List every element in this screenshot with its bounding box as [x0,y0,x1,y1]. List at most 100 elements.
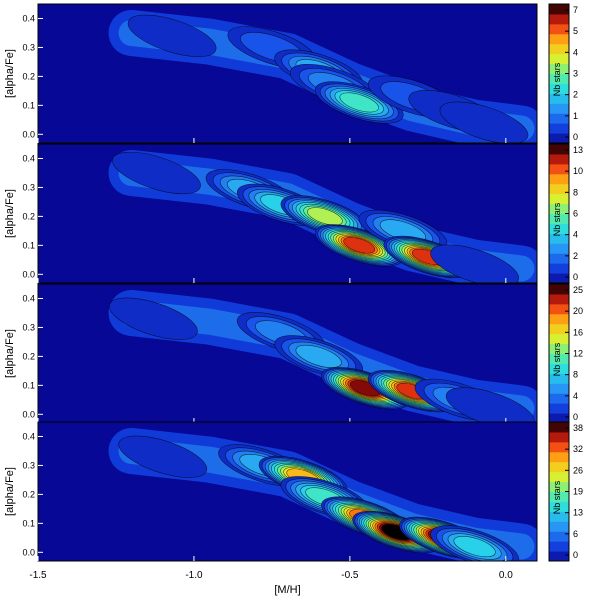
colorbar-tick-label: 12 [573,349,583,359]
colorbar-segment [549,413,569,424]
panel-frame [37,143,538,284]
colorbar-label: Nb stars [552,480,562,514]
colorbar-segment [549,13,569,25]
colorbar-segment [549,284,569,295]
density-contour [109,297,198,340]
colorbar-segment [549,293,569,305]
colorbar-tick-label: 5 [573,26,578,36]
y-tick-label: 0.4 [22,431,35,441]
x-tick-label: -1.5 [29,570,47,581]
colorbar-tick-label: 0 [573,550,578,560]
colorbar-tick-label: 26 [573,465,583,475]
colorbar-segment [549,441,569,453]
colorbar-tick-label: 4 [573,47,578,57]
density-contour [307,207,343,226]
colorbar-segment [549,451,569,463]
colorbar-segment [549,343,569,354]
colorbar-segment [549,313,569,325]
y-axis-label: [alpha/Fe] [4,189,16,238]
density-contour [453,535,496,558]
colorbar-tick-label: 2 [573,90,578,100]
colorbar-segment [549,153,569,165]
colorbar-tick-label: 7 [573,5,578,15]
colorbar-segment [549,491,569,502]
colorbar-segment [549,83,569,94]
colorbar-segment [549,531,569,542]
colorbar-tick-label: 6 [573,209,578,219]
y-tick-label: 0.3 [22,460,35,470]
colorbar-segment [549,373,569,384]
colorbar-segment [549,431,569,443]
y-tick-label: 0.1 [22,380,35,390]
density-contour [430,244,519,283]
colorbar-tick-label: 4 [573,391,578,401]
colorbar-segment [549,501,569,512]
panel-4 [38,422,537,561]
colorbar-tick-label: 8 [573,370,578,380]
colorbar-segment [549,93,569,104]
density-contour [339,92,379,113]
colorbar-segment [549,253,569,264]
colorbar-2: 0 2 4 6 8 10 13 Nb stars [548,143,583,284]
y-tick-label: 0.2 [22,211,35,221]
colorbar-segment [549,551,569,562]
colorbar-segment [549,243,569,254]
colorbar-segment [549,323,569,335]
colorbar-tick-label: 32 [573,444,583,454]
colorbar-tick-label: 8 [573,187,578,197]
colorbar-segment [549,383,569,394]
panel-2 [38,144,537,283]
colorbar-tick-label: 19 [573,487,583,497]
y-tick-label: 0.1 [22,100,35,110]
panel-frame [37,421,538,562]
colorbar-segment [549,53,569,65]
colorbar-segment [549,43,569,55]
colorbar-segment [549,123,569,134]
colorbar-segment [549,422,569,433]
colorbar-segment [549,203,569,214]
colorbar-label: Nb stars [552,202,562,236]
colorbar-label: Nb stars [552,62,562,96]
colorbar-segment [549,193,569,205]
colorbar-segment [549,23,569,35]
colorbar-4: 0 6 13 19 26 32 38 Nb stars [548,421,583,562]
colorbar-tick-label: 20 [573,306,583,316]
y-tick-label: 0.1 [22,240,35,250]
colorbar-tick-label: 0 [573,132,578,142]
y-tick-label: 0.1 [22,518,35,528]
colorbar-tick-label: 13 [573,508,583,518]
colorbar-segment [549,4,569,15]
colorbar-label: Nb stars [552,342,562,376]
colorbar-tick-label: 16 [573,327,583,337]
colorbar-segment [549,103,569,114]
y-tick-label: 0.0 [22,269,35,279]
colorbar-segment [549,163,569,175]
colorbar-segment [549,144,569,155]
colorbar-segment [549,511,569,522]
y-tick-label: 0.2 [22,489,35,499]
colorbar-tick-label: 13 [573,145,583,155]
colorbar-segment [549,183,569,195]
panel-1 [38,4,537,143]
colorbar-tick-label: 4 [573,230,578,240]
x-tick-label: -0.5 [341,570,359,581]
colorbar-tick-label: 25 [573,285,583,295]
colorbar-segment [549,521,569,532]
y-tick-label: 0.3 [22,42,35,52]
colorbar-segment [549,223,569,234]
colorbar-segment [549,461,569,473]
colorbar-tick-label: 1 [573,111,578,121]
x-tick-label: -1.0 [185,570,203,581]
y-tick-label: 0.4 [22,153,35,163]
y-tick-label: 0.2 [22,71,35,81]
colorbar-segment [549,363,569,374]
colorbar-tick-label: 2 [573,251,578,261]
colorbar-tick-label: 6 [573,529,578,539]
density-contour [343,237,376,254]
colorbar-1: 0 1 2 3 4 5 7 Nb stars [548,3,578,144]
colorbar-segment [549,173,569,185]
y-tick-label: 0.0 [22,547,35,557]
colorbar-segment [549,213,569,224]
